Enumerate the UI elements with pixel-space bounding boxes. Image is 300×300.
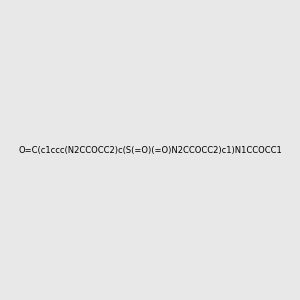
- Text: O=C(c1ccc(N2CCOCC2)c(S(=O)(=O)N2CCOCC2)c1)N1CCOCC1: O=C(c1ccc(N2CCOCC2)c(S(=O)(=O)N2CCOCC2)c…: [18, 146, 282, 154]
